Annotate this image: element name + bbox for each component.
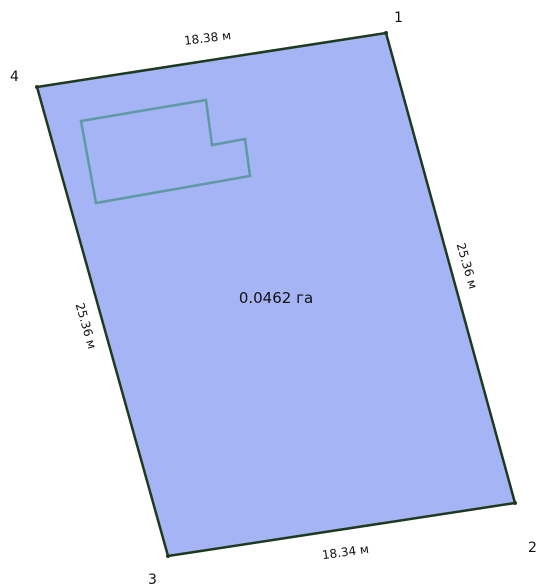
edge-length-4-1: 18.38 м bbox=[183, 28, 232, 48]
vertex-label-3: 3 bbox=[148, 572, 157, 588]
vertex-marker-3[interactable] bbox=[166, 554, 170, 558]
vertex-label-4: 4 bbox=[10, 69, 19, 85]
vertex-marker-4[interactable] bbox=[35, 85, 39, 89]
vertex-label-1: 1 bbox=[394, 10, 403, 26]
vertex-marker-1[interactable] bbox=[384, 31, 388, 35]
edge-length-1-2: 25.36 м bbox=[454, 241, 480, 290]
vertex-marker-2[interactable] bbox=[513, 501, 517, 505]
parcel-area-label: 0.0462 га bbox=[239, 289, 313, 307]
edge-length-4-3: 25.36 м bbox=[73, 301, 99, 350]
building-footprint[interactable] bbox=[79, 98, 252, 205]
vertex-label-2: 2 bbox=[528, 540, 537, 556]
edge-length-3-2: 18.34 м bbox=[321, 542, 370, 562]
